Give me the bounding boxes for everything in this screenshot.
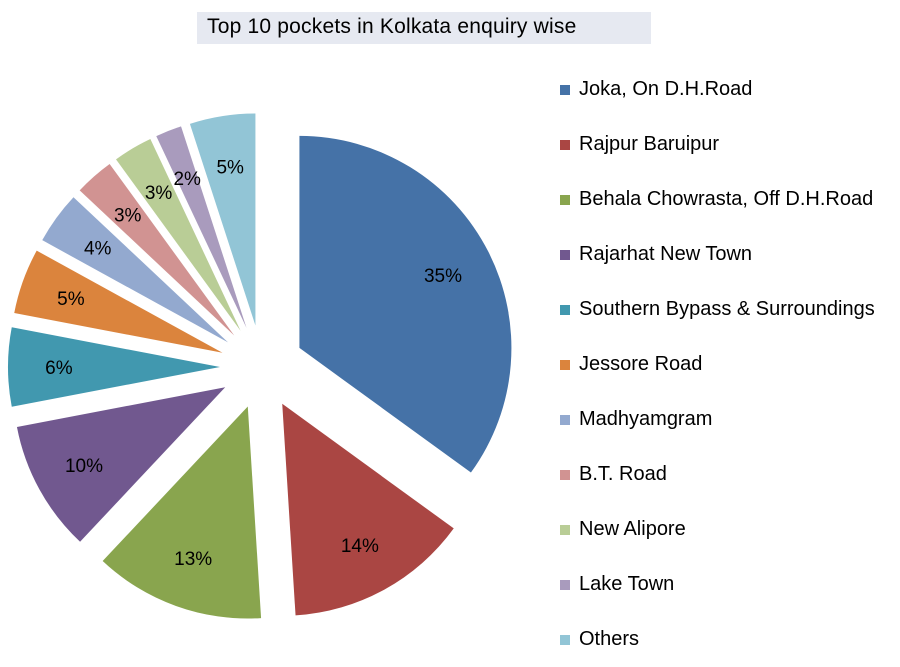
- chart-legend: Joka, On D.H.Road Rajpur Baruipur Behala C…: [560, 62, 875, 667]
- data-label: 3%: [145, 183, 173, 204]
- pie-slice: [102, 406, 262, 619]
- legend-label: Joka, On D.H.Road: [579, 78, 753, 100]
- legend-swatch: [560, 249, 570, 260]
- legend-label: New Alipore: [579, 518, 686, 540]
- data-label: 5%: [216, 157, 244, 178]
- data-label: 10%: [65, 456, 103, 477]
- legend-label: Rajarhat New Town: [579, 243, 753, 265]
- legend-swatch: [560, 579, 570, 590]
- legend-item: New Alipore: [560, 502, 875, 557]
- legend-swatch: [560, 524, 570, 535]
- legend-swatch: [560, 194, 570, 205]
- legend-item: Rajpur Baruipur: [560, 117, 875, 172]
- legend-label: Jessore Road: [579, 353, 703, 375]
- legend-item: Lake Town: [560, 557, 875, 612]
- legend-item: Rajarhat New Town: [560, 227, 875, 282]
- legend-swatch: [560, 304, 570, 315]
- legend-swatch: [560, 139, 570, 150]
- pie-slice: [282, 403, 454, 616]
- legend-item: Others: [560, 612, 875, 667]
- data-label: 6%: [45, 358, 73, 379]
- legend-swatch: [560, 414, 570, 425]
- legend-label: Southern Bypass & Surroundings: [579, 298, 875, 320]
- data-label: 13%: [174, 549, 212, 570]
- legend-item: B.T. Road: [560, 447, 875, 502]
- pie-slice: [116, 139, 241, 331]
- legend-item: Southern Bypass & Surroundings: [560, 282, 875, 337]
- legend-item: Behala Chowrasta, Off D.H.Road: [560, 172, 875, 227]
- pie-slice: [156, 126, 247, 328]
- pie-slice: [14, 250, 223, 353]
- legend-label: Others: [579, 628, 640, 650]
- legend-label: B.T. Road: [579, 463, 667, 485]
- pie-slice: [7, 327, 220, 407]
- legend-swatch: [560, 359, 570, 370]
- pie-slice: [42, 197, 229, 343]
- data-label: 14%: [341, 536, 379, 557]
- legend-label: Behala Chowrasta, Off D.H.Road: [579, 188, 874, 210]
- legend-label: Rajpur Baruipur: [579, 133, 720, 155]
- pie-slice: [299, 135, 512, 473]
- legend-swatch: [560, 84, 570, 95]
- data-label: 5%: [57, 289, 85, 310]
- chart-title-background: [197, 12, 651, 44]
- legend-item: Jessore Road: [560, 337, 875, 392]
- pie-slice: [189, 113, 256, 326]
- legend-label: Lake Town: [579, 573, 675, 595]
- data-label: 4%: [84, 239, 112, 260]
- legend-item: Madhyamgram: [560, 392, 875, 447]
- legend-swatch: [560, 469, 570, 480]
- chart-title: Top 10 pockets in Kolkata enquiry wise: [207, 15, 577, 38]
- legend-swatch: [560, 634, 570, 645]
- data-label: 2%: [173, 169, 201, 190]
- data-label: 3%: [114, 206, 142, 227]
- legend-label: Madhyamgram: [579, 408, 713, 430]
- pie-slice: [16, 387, 226, 542]
- data-label: 35%: [424, 266, 462, 287]
- pie-slice: [79, 163, 235, 336]
- legend-item: Joka, On D.H.Road: [560, 62, 875, 117]
